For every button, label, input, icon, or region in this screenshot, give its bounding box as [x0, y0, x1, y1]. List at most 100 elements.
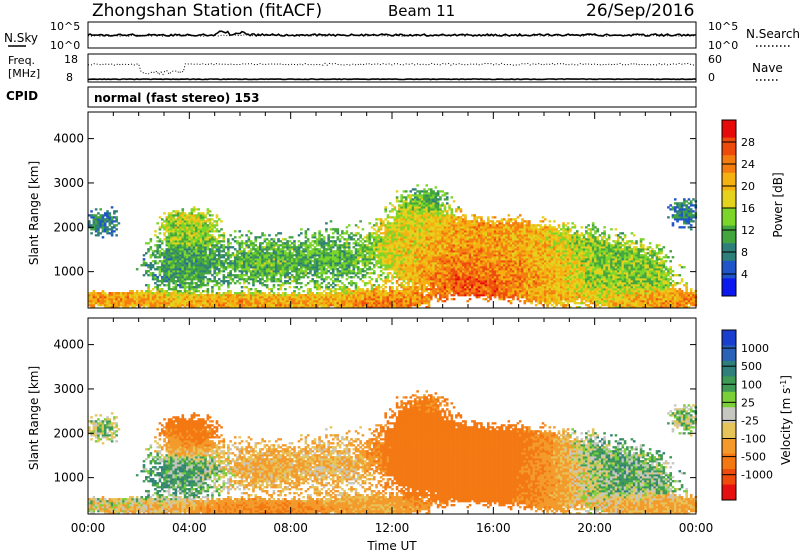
power-cell — [101, 294, 105, 297]
power-cell — [352, 292, 356, 295]
power-cell — [252, 306, 255, 309]
power-cell — [186, 260, 189, 263]
power-cell — [395, 228, 399, 231]
power-cell — [281, 298, 285, 301]
power-cell — [331, 276, 335, 279]
power-cell — [416, 298, 419, 301]
power-cell — [188, 276, 191, 279]
power-cell — [398, 302, 401, 305]
power-cell — [309, 260, 312, 263]
power-cell — [108, 218, 112, 221]
power-cell — [238, 246, 242, 249]
power-cell — [418, 204, 422, 207]
power-cell — [418, 268, 422, 271]
power-cell — [288, 236, 292, 239]
power-cell — [192, 246, 196, 249]
power-cell — [174, 236, 178, 239]
power-cell — [357, 268, 360, 271]
power-cell — [327, 302, 330, 305]
power-cell — [160, 296, 164, 299]
power-cell — [274, 270, 278, 273]
power-cell — [377, 256, 381, 259]
power-cell — [229, 278, 232, 281]
power-cell — [398, 218, 401, 221]
power-cell — [199, 266, 203, 269]
power-cell — [256, 280, 260, 283]
power-cell — [213, 298, 216, 301]
power-cell — [154, 296, 157, 299]
power-cell — [272, 240, 276, 243]
power-cell — [229, 242, 232, 245]
power-cell — [167, 258, 171, 261]
power-cell — [407, 220, 410, 223]
power-cell — [286, 266, 289, 269]
power-cell — [347, 290, 351, 293]
power-cell — [432, 226, 435, 229]
freq-tick-bottom: 8 — [66, 71, 73, 84]
power-cell — [441, 300, 444, 303]
power-cell — [290, 306, 294, 309]
power-cell — [398, 304, 401, 307]
power-cell — [357, 302, 360, 305]
power-cell — [151, 296, 155, 299]
power-cell — [183, 288, 187, 291]
power-cell — [425, 226, 429, 229]
power-cell — [268, 246, 271, 249]
power-cell — [439, 290, 442, 293]
power-cell — [338, 234, 342, 237]
power-cell — [316, 242, 319, 245]
power-cell — [192, 210, 196, 213]
power-cell — [163, 306, 166, 309]
power-cell — [357, 266, 360, 269]
power-cell — [404, 262, 408, 265]
power-cell — [391, 240, 394, 243]
power-cell — [430, 298, 433, 301]
power-cell — [370, 244, 374, 247]
power-cell — [190, 246, 194, 249]
power-cell — [195, 240, 198, 243]
power-cell — [400, 196, 403, 199]
power-cell — [336, 284, 340, 287]
power-cell — [101, 296, 105, 299]
power-cell — [370, 294, 374, 297]
power-cell — [313, 262, 317, 265]
power-cell — [441, 274, 444, 277]
power-cell — [174, 268, 178, 271]
power-cell — [229, 272, 232, 275]
power-cell — [183, 298, 187, 301]
power-cell — [395, 214, 399, 217]
power-cell — [398, 244, 401, 247]
power-cell — [126, 296, 130, 299]
power-cell — [265, 254, 269, 257]
power-cell — [90, 306, 93, 309]
power-cell — [338, 250, 342, 253]
power-cell — [217, 264, 221, 267]
power-cell — [313, 236, 317, 239]
power-cell — [373, 306, 376, 309]
power-cell — [409, 254, 413, 257]
power-cell — [341, 286, 344, 289]
power-cell — [115, 296, 118, 299]
power-cell — [416, 184, 419, 187]
power-cell — [188, 296, 191, 299]
power-cell — [183, 254, 187, 257]
power-cell — [388, 264, 392, 267]
power-cell — [199, 232, 203, 235]
power-cell — [343, 294, 346, 297]
power-cell — [414, 212, 417, 215]
power-cell — [158, 232, 162, 235]
power-cell — [197, 226, 201, 229]
power-cell — [131, 300, 134, 303]
power-cell — [92, 292, 96, 295]
power-cell — [398, 228, 401, 231]
power-cell — [145, 292, 148, 295]
power-cell — [343, 300, 346, 303]
power-cell — [129, 290, 132, 293]
power-cell — [388, 286, 392, 289]
power-cell — [252, 304, 255, 307]
power-cell — [411, 302, 415, 305]
power-cell — [284, 292, 287, 295]
power-cell — [427, 296, 431, 299]
power-cell — [259, 300, 262, 303]
power-cell — [295, 266, 299, 269]
